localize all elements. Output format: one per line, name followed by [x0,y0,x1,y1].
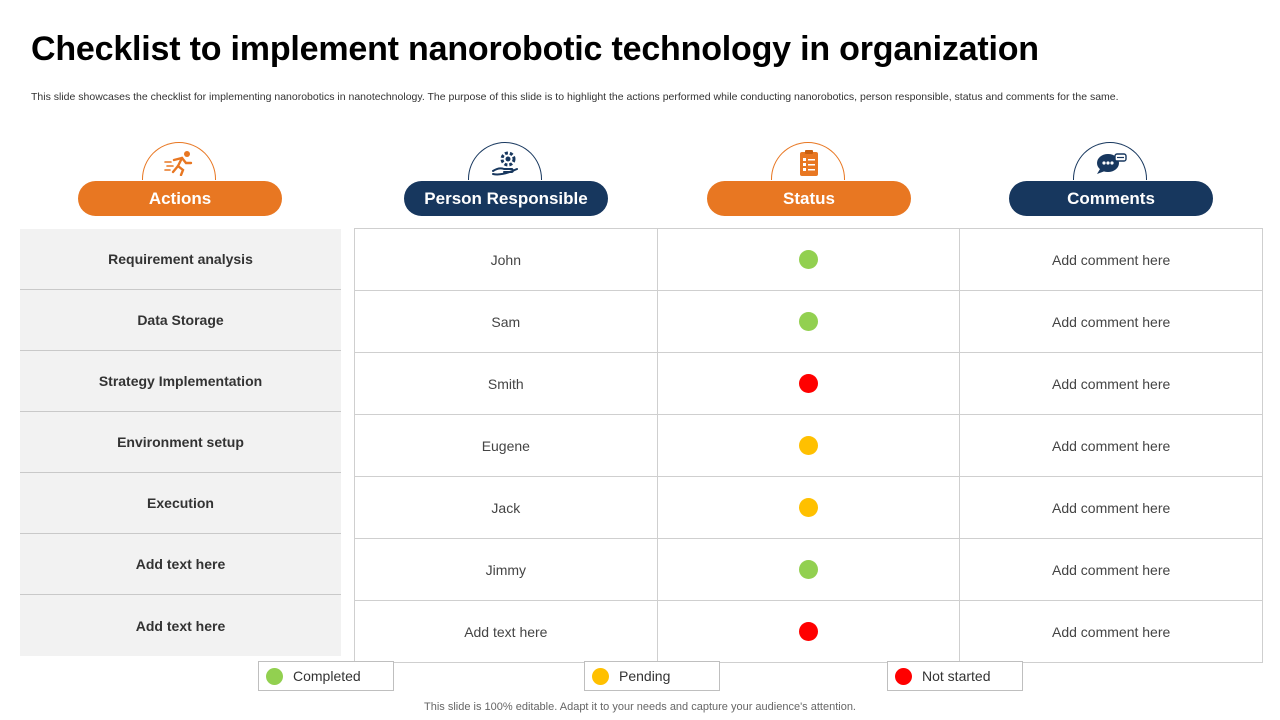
person-header-label: Person Responsible [404,181,608,216]
comment-cell: Add comment here [959,538,1263,601]
actions-column: Requirement analysis Data Storage Strate… [20,229,341,656]
legend-label: Completed [293,668,361,684]
chat-bubble-icon [1097,153,1127,174]
status-cell [656,476,961,539]
comments-header-label: Comments [1009,181,1213,216]
table-row: Sam Add comment here [354,290,1263,353]
status-header-label: Status [707,181,911,216]
pending-dot-icon [592,667,609,685]
person-cell: Smith [354,352,658,415]
status-dot [798,436,818,455]
checklist-table: John Add comment here Sam Add comment he… [354,228,1263,663]
legend-completed: Completed [258,661,394,691]
page-title: Checklist to implement nanorobotic techn… [31,30,1039,68]
status-cell [656,352,961,415]
status-dot [798,374,818,393]
action-cell: Add text here [135,617,226,634]
status-cell [656,414,961,477]
person-cell: Eugene [354,414,658,477]
completed-dot-icon [266,667,283,685]
not-started-dot-icon [895,667,912,685]
table-row: John Add comment here [354,228,1263,291]
status-cell [656,538,961,601]
table-row: Jimmy Add comment here [354,538,1263,601]
status-dot [798,498,818,517]
person-cell: John [354,228,658,291]
comment-cell: Add comment here [959,352,1263,415]
header-actions: Actions [78,142,282,216]
person-cell: Jack [354,476,658,539]
legend-label: Not started [922,668,991,684]
status-dot [798,560,818,579]
action-cell: Add text here [20,534,341,595]
actions-header-label: Actions [78,181,282,216]
footer-note: This slide is 100% editable. Adapt it to… [424,701,856,713]
action-cell: Data Storage [20,290,341,351]
running-person-icon [164,151,193,176]
action-cell: Execution [20,473,341,534]
status-dot [798,250,818,269]
header-comments: Comments [1009,142,1213,216]
header-status: Status [707,142,911,216]
hand-gear-icon [492,151,518,176]
legend-pending: Pending [584,661,720,691]
status-dot [798,312,818,331]
person-cell: Add text here [354,600,658,663]
table-row: Eugene Add comment here [354,414,1263,477]
page-subtitle: This slide showcases the checklist for i… [31,91,1119,103]
legend-label: Pending [619,668,671,684]
table-row: Smith Add comment here [354,352,1263,415]
action-cell: Strategy Implementation [20,351,341,412]
comment-cell: Add comment here [959,290,1263,353]
action-cell: Requirement analysis [20,229,341,290]
person-cell: Jimmy [354,538,658,601]
status-cell [656,228,961,291]
status-dot [798,622,818,641]
status-cell [656,290,961,353]
header-person-responsible: Person Responsible [404,142,608,216]
table-row: Add text here Add comment here [354,600,1263,663]
comment-cell: Add comment here [959,600,1263,663]
comment-cell: Add comment here [959,228,1263,291]
person-cell: Sam [354,290,658,353]
comment-cell: Add comment here [959,414,1263,477]
comment-cell: Add comment here [959,476,1263,539]
clipboard-checklist-icon [800,150,818,176]
table-row: Jack Add comment here [354,476,1263,539]
action-cell: Environment setup [20,412,341,473]
legend-not-started: Not started [887,661,1023,691]
status-cell [656,600,961,663]
